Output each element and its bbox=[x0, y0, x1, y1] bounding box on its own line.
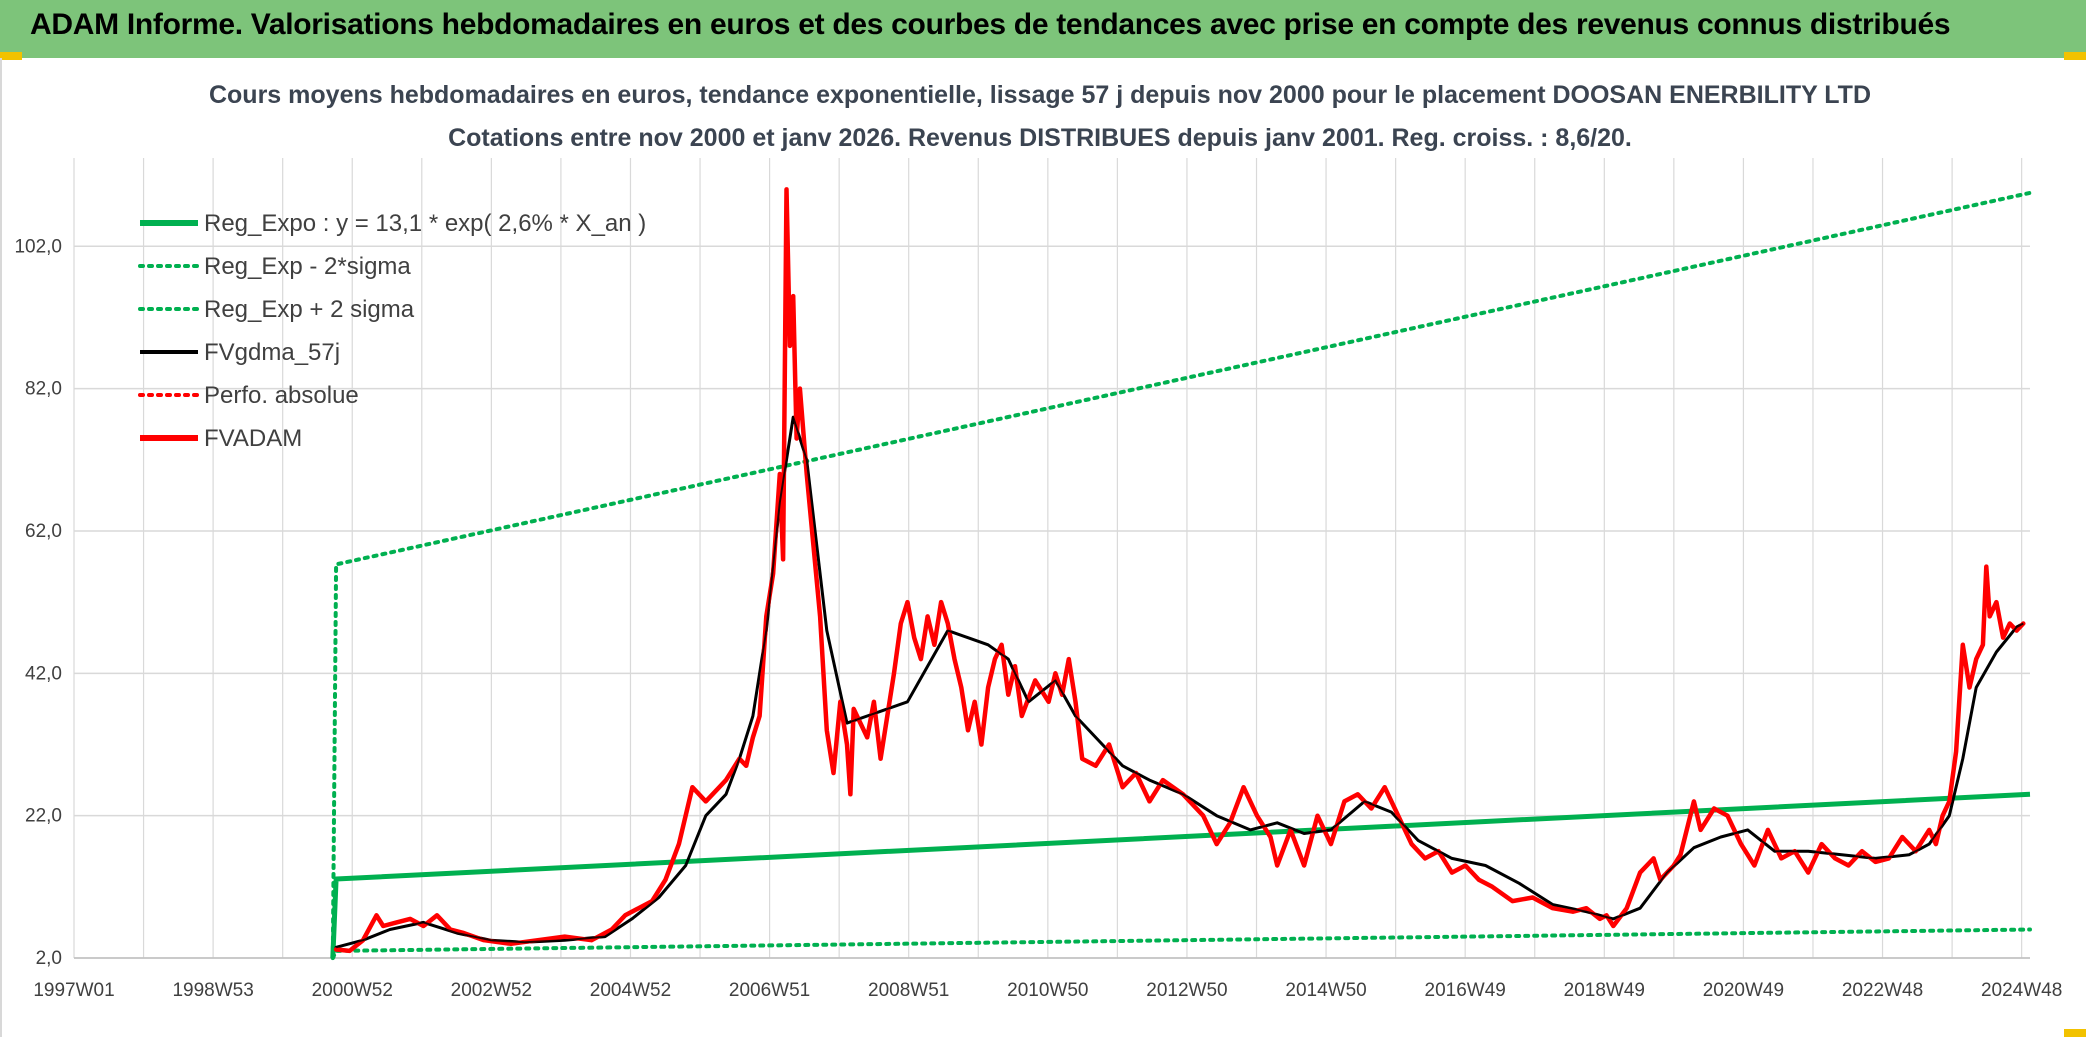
x-tick-label: 1997W01 bbox=[33, 980, 114, 1001]
y-tick-label: 62,0 bbox=[25, 521, 62, 542]
legend-label: Perfo. absolue bbox=[204, 382, 359, 409]
series-line-2 bbox=[330, 190, 2032, 960]
corner-marker-left bbox=[0, 52, 22, 60]
series-line-1 bbox=[330, 927, 2032, 960]
legend-item: Reg_Exp + 2 sigma bbox=[138, 296, 415, 323]
grid-lines bbox=[73, 158, 2030, 959]
chart-title-line-1: Cours moyens hebdomadaires en euros, ten… bbox=[209, 81, 1871, 109]
x-tick-label: 2020W49 bbox=[1703, 980, 1784, 1001]
legend-label: Reg_Exp + 2 sigma bbox=[204, 296, 415, 323]
legend: Reg_Expo : y = 13,1 * exp( 2,6% * X_an )… bbox=[138, 210, 646, 452]
x-tick-label: 2012W50 bbox=[1146, 980, 1227, 1001]
y-tick-label: 2,0 bbox=[36, 948, 62, 969]
legend-item: Reg_Expo : y = 13,1 * exp( 2,6% * X_an ) bbox=[140, 210, 646, 237]
series-line-0 bbox=[330, 791, 2031, 959]
legend-label: FVgdma_57j bbox=[204, 339, 340, 366]
x-tick-label: 2008W51 bbox=[868, 980, 949, 1001]
y-tick-label: 42,0 bbox=[25, 663, 62, 684]
series-layer bbox=[330, 187, 2032, 960]
legend-item: FVADAM bbox=[140, 425, 302, 452]
x-tick-label: 2010W50 bbox=[1007, 980, 1088, 1001]
x-tick-label: 2022W48 bbox=[1842, 980, 1923, 1001]
report-title: ADAM Informe. Valorisations hebdomadaire… bbox=[30, 8, 1951, 41]
chart-title-line-2: Cotations entre nov 2000 et janv 2026. R… bbox=[448, 124, 1632, 152]
corner-marker-bottom-right bbox=[2064, 1029, 2086, 1037]
legend-label: Reg_Exp - 2*sigma bbox=[204, 253, 411, 280]
x-tick-label: 2006W51 bbox=[729, 980, 810, 1001]
x-tick-label: 2014W50 bbox=[1285, 980, 1366, 1001]
x-tick-label: 2002W52 bbox=[451, 980, 532, 1001]
x-tick-label: 2024W48 bbox=[1981, 980, 2062, 1001]
legend-label: FVADAM bbox=[204, 425, 302, 452]
x-tick-label: 2016W49 bbox=[1425, 980, 1506, 1001]
chart-area: Cours moyens hebdomadaires en euros, ten… bbox=[0, 58, 2086, 1037]
report-banner: ADAM Informe. Valorisations hebdomadaire… bbox=[0, 0, 2086, 58]
legend-label: Reg_Expo : y = 13,1 * exp( 2,6% * X_an ) bbox=[204, 210, 646, 237]
x-tick-label: 2004W52 bbox=[590, 980, 671, 1001]
line-chart: Cours moyens hebdomadaires en euros, ten… bbox=[14, 81, 2062, 1001]
legend-item: Reg_Exp - 2*sigma bbox=[138, 253, 411, 280]
x-tick-label: 2018W49 bbox=[1564, 980, 1645, 1001]
series-line-4 bbox=[333, 187, 2026, 954]
x-tick-label: 1998W53 bbox=[172, 980, 253, 1001]
legend-item: FVgdma_57j bbox=[140, 339, 340, 366]
y-tick-label: 102,0 bbox=[14, 236, 62, 257]
corner-marker-right bbox=[2064, 52, 2086, 60]
axes: 2,0 22,0 42,0 62,0 82,0 102,0 1997W01 1998W53 20… bbox=[14, 236, 2062, 1001]
y-tick-label: 82,0 bbox=[25, 379, 62, 400]
legend-item: Perfo. absolue bbox=[138, 382, 359, 409]
x-tick-label: 2000W52 bbox=[312, 980, 393, 1001]
series-line-gdma-overlay bbox=[335, 416, 2024, 949]
y-tick-label: 22,0 bbox=[25, 806, 62, 827]
